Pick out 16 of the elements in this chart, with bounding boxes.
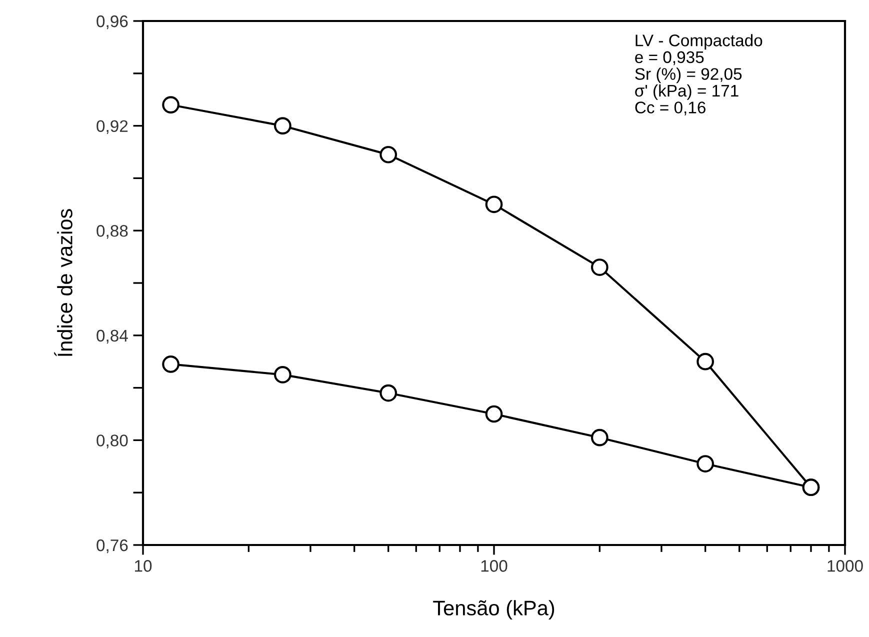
annotation: σ' (kPa) = 171	[635, 84, 738, 100]
y-tick-label: 0,96	[96, 15, 128, 30]
x-tick-label: 1000	[828, 560, 863, 572]
y-tick-label: 0,80	[96, 434, 128, 448]
y-tick-label: 0,84	[96, 330, 128, 344]
x-tick-label: 10	[135, 560, 152, 572]
x-axis-title: Tensão (kPa)	[433, 600, 554, 620]
annotation: e = 0,935	[635, 51, 704, 66]
y-axis-title: Índice de vazios	[54, 209, 72, 356]
y-tick-label: 0,88	[96, 225, 128, 239]
x-tick-label: 100	[481, 560, 508, 572]
y-tick-label: 0,92	[96, 120, 128, 134]
annotation: LV - Compactado	[636, 34, 762, 50]
y-tick-label: 0,76	[96, 539, 128, 554]
annotation: Cc = 0,16	[635, 102, 706, 116]
annotation: Sr (%) = 92,05	[635, 68, 742, 84]
